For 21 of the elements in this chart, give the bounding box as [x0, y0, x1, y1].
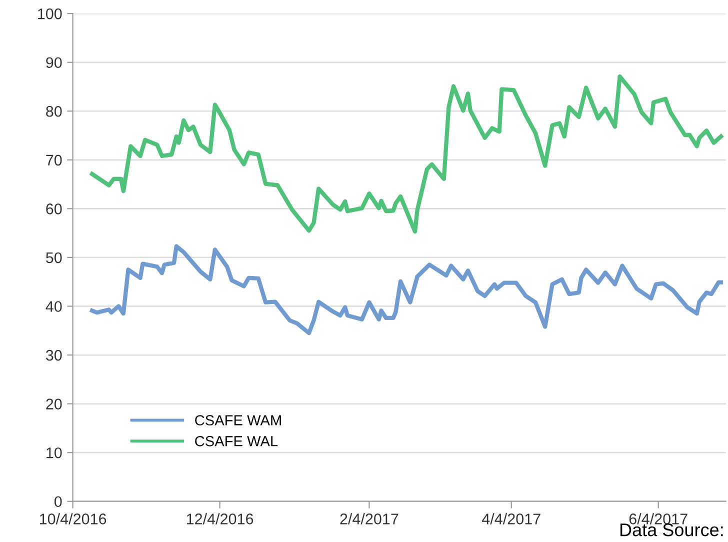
y-tick-label: 30	[46, 350, 62, 361]
y-tick-label: 10	[46, 447, 62, 458]
y-tick-label: 20	[46, 398, 62, 410]
x-tick-label: 4/4/2017	[482, 513, 540, 524]
line-series	[90, 74, 724, 234]
line-series	[90, 244, 724, 336]
x-tick-label: 6/4/2017	[629, 513, 688, 524]
x-tick-label: 12/4/2016	[186, 513, 254, 524]
legend-label: CSAFE WAL	[195, 436, 278, 446]
y-tick-label: 40	[46, 301, 62, 312]
legend-label: CSAFE WAM	[195, 415, 281, 426]
y-tick-label: 0	[54, 496, 62, 508]
y-tick-label: 70	[46, 154, 62, 166]
y-tick-label: 60	[46, 204, 62, 214]
y-tick-label: 100	[38, 8, 62, 20]
y-tick-label: 90	[46, 57, 62, 68]
source-note: Data Source:	[620, 523, 723, 536]
y-tick-label: 50	[46, 252, 62, 264]
x-tick-label: 2/4/2017	[340, 513, 398, 524]
x-tick-label: 10/4/2016	[40, 513, 106, 524]
y-tick-label: 80	[46, 106, 62, 117]
